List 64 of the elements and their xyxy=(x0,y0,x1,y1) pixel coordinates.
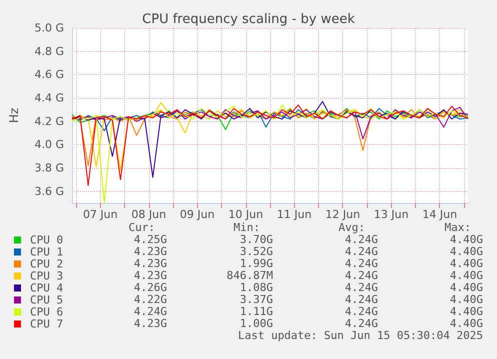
text: 4.40G xyxy=(450,305,483,318)
y-tick-label: 4.2 G xyxy=(34,114,64,128)
y-tick-label: 4.6 G xyxy=(34,68,64,82)
text: 4.40G xyxy=(450,269,483,282)
legend-label: CPU 1 xyxy=(30,246,64,258)
y-tick-label: 3.6 G xyxy=(34,184,64,198)
text: 4.24G xyxy=(344,257,378,270)
y-tick-label: 4.4 G xyxy=(34,92,64,104)
text: 1.11G xyxy=(240,305,273,318)
x-tick-label: 08 Jun xyxy=(131,208,166,221)
text: 4.24G xyxy=(344,317,378,330)
text: 4.24G xyxy=(134,305,167,318)
legend-label: CPU 0 xyxy=(30,234,64,246)
text: 4.23G xyxy=(134,257,167,270)
text: Avg: xyxy=(338,221,365,234)
text: 846.87M xyxy=(226,269,273,282)
y-tick-label: 4.0 G xyxy=(34,138,64,152)
text: 4.24G xyxy=(344,245,378,258)
legend-label: CPU 2 xyxy=(30,258,64,270)
text: 4.22G xyxy=(134,293,167,306)
text: 4.40G xyxy=(450,233,483,246)
text: 3.52G xyxy=(240,245,273,258)
legend-label: CPU 6 xyxy=(30,306,64,318)
text: 4.40G xyxy=(450,245,483,258)
text: 4.24G xyxy=(344,305,378,318)
text: Max: xyxy=(444,221,471,234)
text: 4.26G xyxy=(134,281,167,294)
text: 1.00G xyxy=(240,317,273,330)
x-tick-label: 14 Jun xyxy=(422,208,458,221)
text: 4.24G xyxy=(344,233,378,246)
text: 3.70G xyxy=(240,233,273,246)
x-tick-label: 09 Jun xyxy=(180,208,215,221)
text: Cur: xyxy=(128,221,155,234)
legend-label: CPU 4 xyxy=(30,282,64,294)
text: 1.99G xyxy=(240,257,273,270)
text: 4.24G xyxy=(344,281,378,294)
x-tick-label: 13 Jun xyxy=(374,208,409,221)
line-series xyxy=(72,106,468,140)
y-tick-label: 3.8 G xyxy=(34,162,64,174)
text: 4.24G xyxy=(344,293,378,306)
x-tick-label: 10 Jun xyxy=(228,208,264,221)
text: 4.23G xyxy=(134,269,167,282)
text: 4.40G xyxy=(450,293,483,306)
text: Last update: Sun Jun 15 05:30:04 2025 xyxy=(238,329,483,342)
text: 1.08G xyxy=(240,281,273,294)
legend-label: CPU 3 xyxy=(30,270,64,282)
legend-label: CPU 5 xyxy=(30,294,64,306)
x-tick-label: 12 Jun xyxy=(325,208,360,221)
text: Min: xyxy=(234,221,260,234)
text: 4.40G xyxy=(450,317,483,330)
text: 4.24G xyxy=(344,269,378,282)
y-tick-label: 5.0 G xyxy=(34,22,64,34)
text: 4.23G xyxy=(134,317,167,330)
y-tick-label: 4.8 G xyxy=(34,44,64,58)
x-tick-label: 07 Jun xyxy=(82,208,118,221)
text: 3.37G xyxy=(240,293,273,306)
chart-title: CPU frequency scaling - by week xyxy=(142,12,356,27)
text: 4.40G xyxy=(450,281,483,294)
y-axis-title: Hz xyxy=(7,108,21,124)
text: 4.23G xyxy=(134,245,167,258)
text: 4.40G xyxy=(450,257,483,270)
text: 4.25G xyxy=(134,233,167,246)
legend-label: CPU 7 xyxy=(30,318,64,330)
x-tick-label: 11 Jun xyxy=(276,208,312,221)
